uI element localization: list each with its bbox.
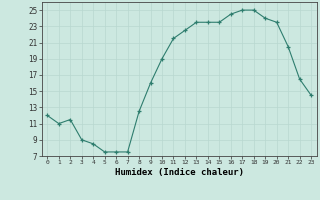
X-axis label: Humidex (Indice chaleur): Humidex (Indice chaleur) — [115, 168, 244, 177]
